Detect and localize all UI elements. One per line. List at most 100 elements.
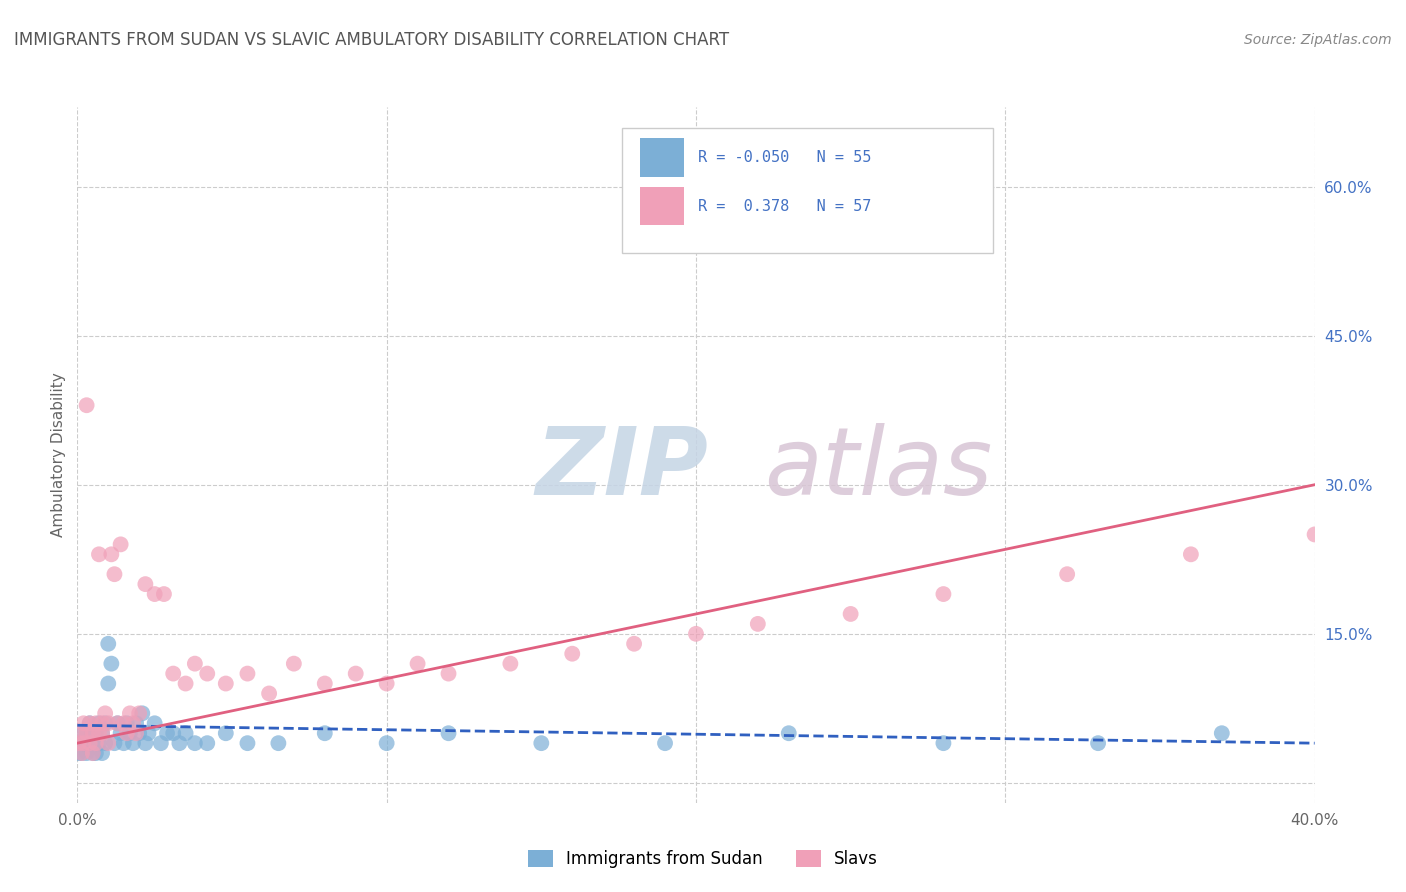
Point [1303, 527, 1326, 541]
Point [79, 736, 101, 750]
Point [100, 547, 122, 561]
Point [72, 736, 94, 750]
Point [437, 726, 460, 740]
FancyBboxPatch shape [640, 187, 683, 226]
Point [84, 716, 107, 731]
Point [174, 726, 197, 740]
Point [314, 726, 336, 740]
Point [125, 726, 148, 740]
Text: R =  0.378   N = 57: R = 0.378 N = 57 [699, 199, 872, 214]
Point [156, 726, 179, 740]
Point [72, 736, 94, 750]
Point [97, 676, 120, 690]
Point [84, 726, 107, 740]
Point [112, 736, 135, 750]
Point [67, 746, 90, 760]
Point [134, 577, 156, 591]
Point [747, 616, 769, 631]
Point [561, 647, 583, 661]
Point [94, 706, 117, 721]
Point [115, 716, 138, 731]
Point [1180, 547, 1202, 561]
Point [84, 746, 107, 760]
Point [76, 726, 98, 740]
Point [153, 587, 176, 601]
Point [267, 736, 290, 750]
Point [344, 666, 367, 681]
Point [91, 716, 114, 731]
Point [87, 547, 110, 561]
Point [87, 716, 110, 731]
Point [932, 587, 955, 601]
Point [138, 726, 160, 740]
Point [97, 736, 120, 750]
Point [195, 666, 218, 681]
Point [70, 746, 93, 760]
FancyBboxPatch shape [621, 128, 993, 253]
Point [184, 657, 207, 671]
Point [112, 716, 135, 731]
Point [122, 716, 145, 731]
Point [107, 716, 129, 731]
Point [1211, 726, 1233, 740]
Point [72, 726, 94, 740]
Point [623, 637, 645, 651]
Point [87, 726, 110, 740]
Point [94, 716, 117, 731]
Point [107, 716, 129, 731]
Point [375, 736, 398, 750]
Point [72, 716, 94, 731]
Point [103, 567, 125, 582]
Point [115, 726, 138, 740]
Y-axis label: Ambulatory Disability: Ambulatory Disability [51, 373, 66, 537]
Text: atlas: atlas [763, 424, 993, 515]
Point [103, 736, 125, 750]
Point [169, 736, 191, 750]
Point [236, 736, 259, 750]
Point [79, 716, 101, 731]
Point [1087, 736, 1109, 750]
Point [91, 746, 114, 760]
Point [67, 736, 90, 750]
Point [91, 726, 114, 740]
Point [195, 736, 218, 750]
Point [839, 607, 862, 621]
Text: IMMIGRANTS FROM SUDAN VS SLAVIC AMBULATORY DISABILITY CORRELATION CHART: IMMIGRANTS FROM SUDAN VS SLAVIC AMBULATO… [14, 31, 730, 49]
Point [76, 398, 98, 412]
Point [76, 726, 98, 740]
Point [118, 726, 141, 740]
Point [82, 746, 104, 760]
Point [215, 726, 238, 740]
Point [82, 736, 104, 750]
Text: Source: ZipAtlas.com: Source: ZipAtlas.com [1244, 33, 1392, 47]
Point [174, 676, 197, 690]
Point [184, 736, 207, 750]
Point [122, 736, 145, 750]
Point [131, 706, 153, 721]
Point [257, 686, 280, 700]
Point [932, 736, 955, 750]
Point [97, 716, 120, 731]
Point [128, 726, 150, 740]
Point [134, 736, 156, 750]
Point [530, 736, 553, 750]
Text: R = -0.050   N = 55: R = -0.050 N = 55 [699, 150, 872, 165]
Point [685, 627, 707, 641]
Point [87, 736, 110, 750]
Point [91, 726, 114, 740]
Point [82, 726, 104, 740]
Point [215, 676, 238, 690]
Point [70, 746, 93, 760]
Point [79, 736, 101, 750]
Point [143, 587, 166, 601]
Point [778, 726, 800, 740]
Point [110, 537, 132, 551]
Point [499, 657, 522, 671]
Point [283, 657, 305, 671]
Point [654, 736, 676, 750]
Point [375, 676, 398, 690]
Point [84, 736, 107, 750]
Legend: Immigrants from Sudan, Slavs: Immigrants from Sudan, Slavs [522, 843, 884, 875]
Point [69, 736, 91, 750]
Point [100, 657, 122, 671]
